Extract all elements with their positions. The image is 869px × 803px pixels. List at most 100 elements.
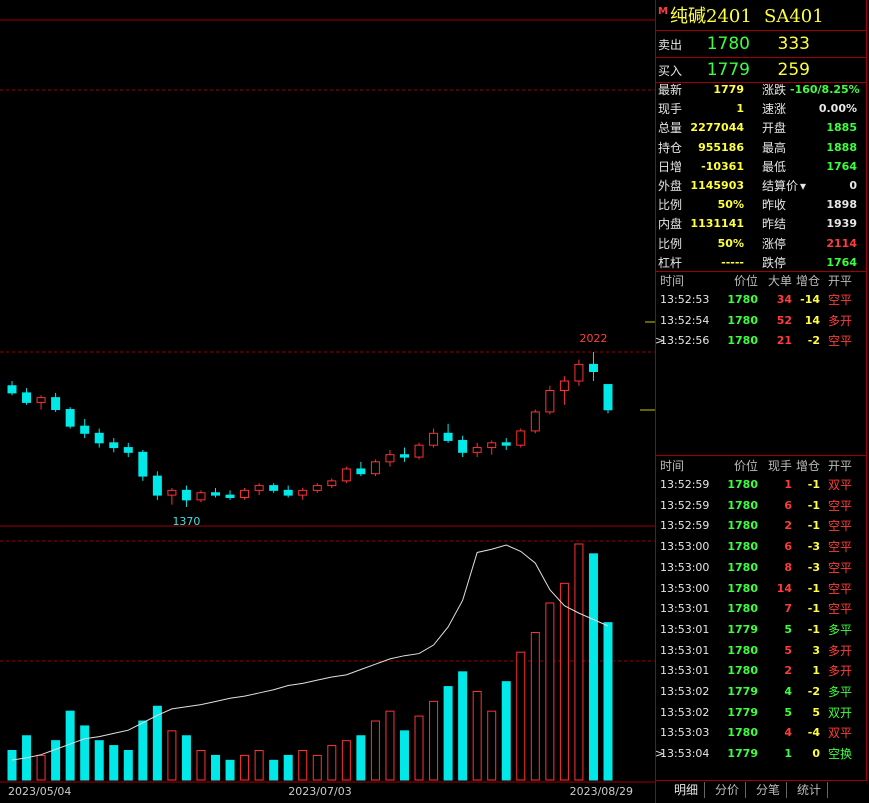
candle-body: [269, 485, 279, 491]
table-cell: 13:53:00: [660, 581, 710, 595]
candle-body: [341, 468, 351, 482]
table-cell: 1780: [727, 293, 758, 306]
stat-label: 总量: [658, 121, 683, 136]
candle-body: [370, 461, 380, 475]
table-cell: 13:52:59: [660, 478, 710, 491]
table-cell: 52: [776, 313, 792, 327]
tab[interactable]: 分笔: [750, 782, 787, 798]
tab[interactable]: 统计: [791, 782, 828, 798]
table-cell: 1779: [727, 622, 758, 636]
volume-bar: [559, 582, 569, 781]
volume-bar: [472, 691, 482, 781]
stat-value: -160/8.25%: [790, 83, 860, 96]
table-cell: 3: [812, 643, 820, 657]
candle-body: [516, 430, 526, 446]
panel-border: [655, 30, 867, 31]
table-cell: 14: [804, 313, 820, 327]
table-cell: -1: [807, 478, 820, 491]
candle-body: [94, 432, 104, 444]
volume-bar: [181, 735, 191, 781]
tab[interactable]: 明细: [668, 782, 705, 798]
volume-bar: [399, 730, 409, 781]
stat-label: 涨跌: [762, 83, 787, 97]
table-cell: 4: [784, 685, 792, 698]
dropdown-arrow[interactable]: ▾: [800, 179, 807, 193]
volume-bar: [51, 740, 61, 781]
table-cell: -3: [807, 560, 820, 574]
table-header: 时间: [660, 459, 685, 473]
table-cell: 6: [784, 498, 792, 512]
stat-value: 2114: [826, 236, 857, 250]
table-cell: -1: [807, 622, 820, 636]
table-header: 增仓: [795, 459, 820, 473]
table-cell: 13:52:59: [660, 498, 710, 512]
book-price: 1780: [706, 34, 750, 54]
volume-bar: [196, 750, 206, 781]
table-cell: 7: [784, 602, 792, 616]
table-cell: 13:53:03: [660, 726, 710, 740]
table-cell: 空平: [828, 498, 853, 513]
volume-bar: [167, 730, 177, 781]
book-label: 买入: [658, 64, 683, 78]
table-cell: 1780: [727, 334, 758, 347]
table-cell: 1779: [727, 747, 758, 761]
tab[interactable]: 分价: [709, 782, 746, 798]
candle-body: [138, 451, 148, 477]
volume-bar: [109, 745, 119, 781]
stat-label: 跌停: [762, 255, 787, 270]
stat-value: -10361: [701, 159, 744, 173]
candle-body: [240, 489, 250, 498]
table-cell: 1780: [727, 643, 758, 657]
stat-label: 昨收: [762, 198, 787, 213]
volume-bar: [36, 754, 46, 781]
candle-body: [443, 432, 453, 441]
panel-border: [655, 455, 867, 456]
volume-bar: [458, 671, 468, 781]
candle-body: [414, 444, 424, 458]
low-label: 1370: [172, 515, 200, 528]
candle-body: [80, 425, 90, 434]
table-cell: 1780: [727, 726, 758, 740]
table-cell: 1780: [727, 664, 758, 678]
table-header: 增仓: [795, 274, 820, 288]
volume-bar: [501, 681, 511, 781]
volume-bar: [94, 740, 104, 781]
table-cell: 5: [784, 705, 792, 719]
table-cell: 空平: [828, 581, 853, 596]
stat-label: 最新: [658, 83, 683, 97]
table-cell: -14: [800, 293, 820, 306]
table-cell: 空换: [828, 747, 853, 762]
candle-body: [574, 363, 584, 382]
panel-border: [655, 271, 867, 272]
table-cell: -3: [807, 540, 820, 554]
table-cell: 1780: [727, 602, 758, 616]
table-cell: 13:52:56: [660, 334, 710, 347]
table-cell: 多平: [828, 622, 853, 637]
stat-value: -----: [721, 255, 744, 269]
volume-bar: [341, 740, 351, 781]
table-cell: 多平: [828, 685, 853, 699]
stat-value: 1898: [826, 198, 857, 212]
candle-body: [603, 384, 613, 411]
candle-body: [399, 454, 409, 458]
table-cell: -2: [807, 685, 820, 698]
table-cell: 13:53:01: [660, 602, 710, 616]
table-cell: -1: [807, 498, 820, 512]
candle-body: [298, 489, 308, 496]
panel-border: [655, 0, 656, 803]
table-cell: 双开: [828, 705, 853, 720]
contract-code: SA401: [764, 6, 824, 27]
table-cell: 多开: [828, 643, 853, 658]
volume-bar: [152, 705, 162, 781]
stat-value: 50%: [717, 198, 744, 212]
table-cell: 13:53:01: [660, 664, 710, 678]
volume-bar: [429, 700, 439, 781]
stat-value: 1764: [826, 255, 857, 269]
table-header: 大单: [767, 274, 792, 288]
candle-body: [167, 489, 177, 496]
candle-body: [211, 492, 221, 496]
candle-body: [196, 492, 206, 501]
candle-body: [312, 485, 322, 491]
candle-body: [458, 439, 468, 453]
